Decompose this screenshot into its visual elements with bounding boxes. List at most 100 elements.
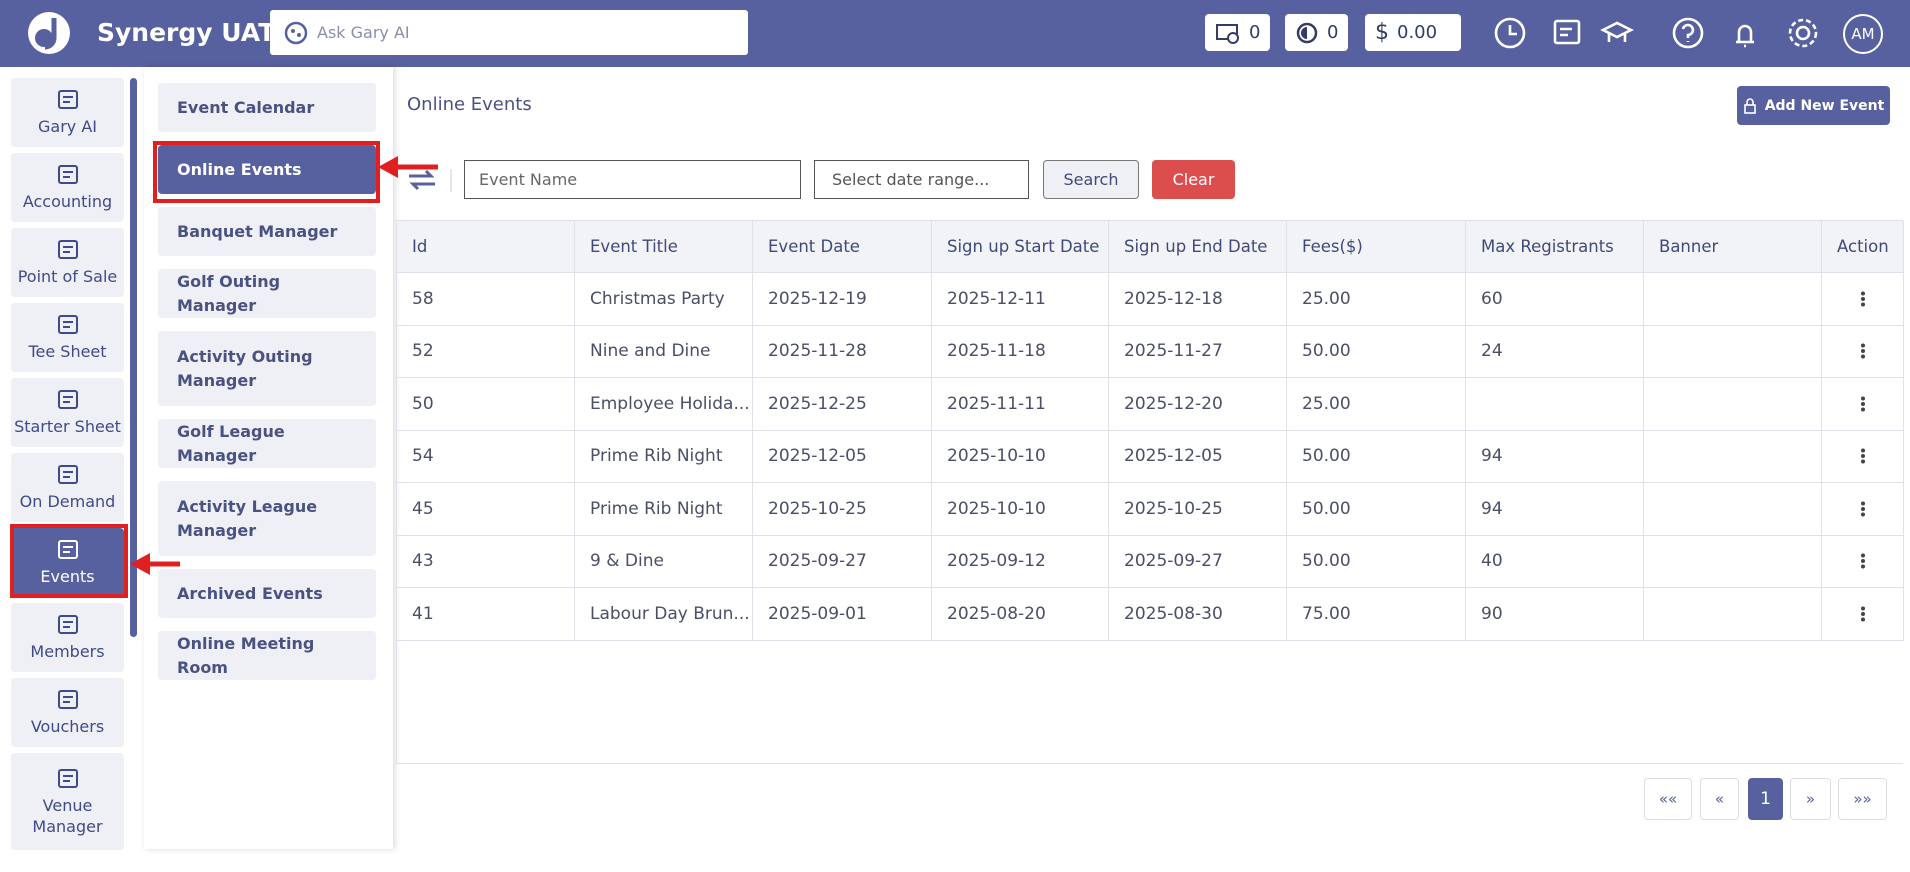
avatar[interactable]: AM [1843,14,1883,54]
kebab-icon[interactable] [1860,606,1866,622]
badge[interactable]: 0 [1285,14,1349,51]
table-cell: 45 [397,483,575,536]
table-cell: 2025-12-19 [753,273,932,326]
badge-icon [1296,22,1318,43]
annotation-arrow [378,156,438,178]
sidebar-item[interactable]: Accounting [11,153,124,222]
sidebar-label: Tee Sheet [28,342,107,362]
kebab-icon[interactable] [1860,343,1866,359]
table-cell: Christmas Party [575,273,753,326]
highlight-box [153,141,380,203]
table-cell: 50.00 [1287,483,1466,536]
empty-cell [1466,378,1644,431]
sidebar-item[interactable]: Point of Sale [11,228,124,297]
table-cell: Employee Holida... [575,378,753,431]
sidebar-label: Vouchers [30,717,105,737]
table-cell: 2025-10-10 [932,430,1109,483]
kebab-icon[interactable] [1860,553,1866,569]
submenu-item[interactable]: Activity Outing Manager [158,331,376,406]
clear-button[interactable]: Clear [1152,160,1235,199]
sidebar-item[interactable]: Events [11,528,124,597]
search-button[interactable]: Search [1043,160,1139,199]
sidebar-item[interactable]: Starter Sheet [11,378,124,447]
table-cell: 25.00 [1287,378,1466,431]
sidebar-item[interactable]: Gary AI [11,78,124,147]
submenu-item[interactable]: Event Calendar [158,83,376,132]
column-header: Id [397,221,575,273]
empty-cell [1644,273,1822,326]
event-name-input[interactable]: Event Name [464,160,801,199]
table-cell: 24 [1466,325,1644,378]
sidebar-item[interactable]: Tee Sheet [11,303,124,372]
table-cell: 2025-12-05 [753,430,932,483]
search-placeholder: Ask Gary AI [317,23,410,42]
empty-cell [1644,430,1822,483]
submenu-item[interactable]: Golf League Manager [158,419,376,468]
page-button[interactable]: « [1700,778,1739,820]
table-cell: 2025-11-18 [932,325,1109,378]
empty-cell [1644,588,1822,641]
kebab-icon[interactable] [1860,448,1866,464]
badge-count: 0 [1327,22,1339,43]
currency: $ [1375,20,1389,45]
action-cell[interactable] [1822,378,1904,431]
column-header: Action [1822,221,1904,273]
badge[interactable]: 0 [1205,14,1271,51]
submenu-item[interactable]: Online Events [158,145,376,194]
table-cell: 94 [1466,483,1644,536]
action-cell[interactable] [1822,325,1904,378]
page-button[interactable]: » [1790,778,1831,820]
table-cell: 43 [397,535,575,588]
table-cell: 9 & Dine [575,535,753,588]
table-cell: 2025-08-20 [932,588,1109,641]
action-cell[interactable] [1822,273,1904,326]
table-cell: Labour Day Brun... [575,588,753,641]
badge[interactable]: $0.00 [1365,14,1461,51]
action-cell[interactable] [1822,535,1904,588]
sidebar-item[interactable]: Members [11,603,124,672]
table-cell: 2025-10-25 [1109,483,1287,536]
table-cell: 2025-09-01 [753,588,932,641]
kebab-icon[interactable] [1860,501,1866,517]
submenu-item[interactable]: Archived Events [158,569,376,618]
page-button[interactable]: »» [1838,778,1887,820]
search-icon [284,21,308,44]
sidebar-label: Members [30,642,105,662]
submenu-item[interactable]: Golf Outing Manager [158,269,376,318]
add-event-button[interactable]: Add New Event [1737,86,1890,125]
placeholder: Event Name [479,170,578,189]
table-cell: 2025-11-11 [932,378,1109,431]
column-header: Event Title [575,221,753,273]
sidebar-label: Events [40,567,95,587]
column-header: Banner [1644,221,1822,273]
table-cell: 54 [397,430,575,483]
sidebar-item[interactable]: Venue Manager [11,753,124,850]
sidebar-label: On Demand [19,492,116,512]
action-cell[interactable] [1822,430,1904,483]
kebab-icon[interactable] [1860,291,1866,307]
header-icons [1494,17,1818,49]
sidebar-icon [57,165,78,185]
empty-cell [1644,535,1822,588]
search-box[interactable]: Ask Gary AI [270,10,748,55]
table-cell: Nine and Dine [575,325,753,378]
refresh-icon[interactable] [406,166,456,194]
table-cell: 2025-08-30 [1109,588,1287,641]
date-range-input[interactable]: Select date range... [814,160,1029,199]
submenu-item[interactable]: Activity League Manager [158,481,376,556]
sidebar-item[interactable]: On Demand [11,453,124,522]
sidebar-item[interactable]: Vouchers [11,678,124,747]
kebab-icon[interactable] [1860,396,1866,412]
column-header: Sign up End Date [1109,221,1287,273]
table-cell: Prime Rib Night [575,430,753,483]
submenu-item[interactable]: Banquet Manager [158,207,376,256]
action-cell[interactable] [1822,588,1904,641]
page-button[interactable]: «« [1644,778,1692,820]
sidebar-icon [57,390,78,410]
submenu-item[interactable]: Online Meeting Room [158,631,376,680]
action-cell[interactable] [1822,483,1904,536]
table-cell: 75.00 [1287,588,1466,641]
logo [28,12,70,54]
page-button[interactable]: 1 [1748,778,1783,820]
